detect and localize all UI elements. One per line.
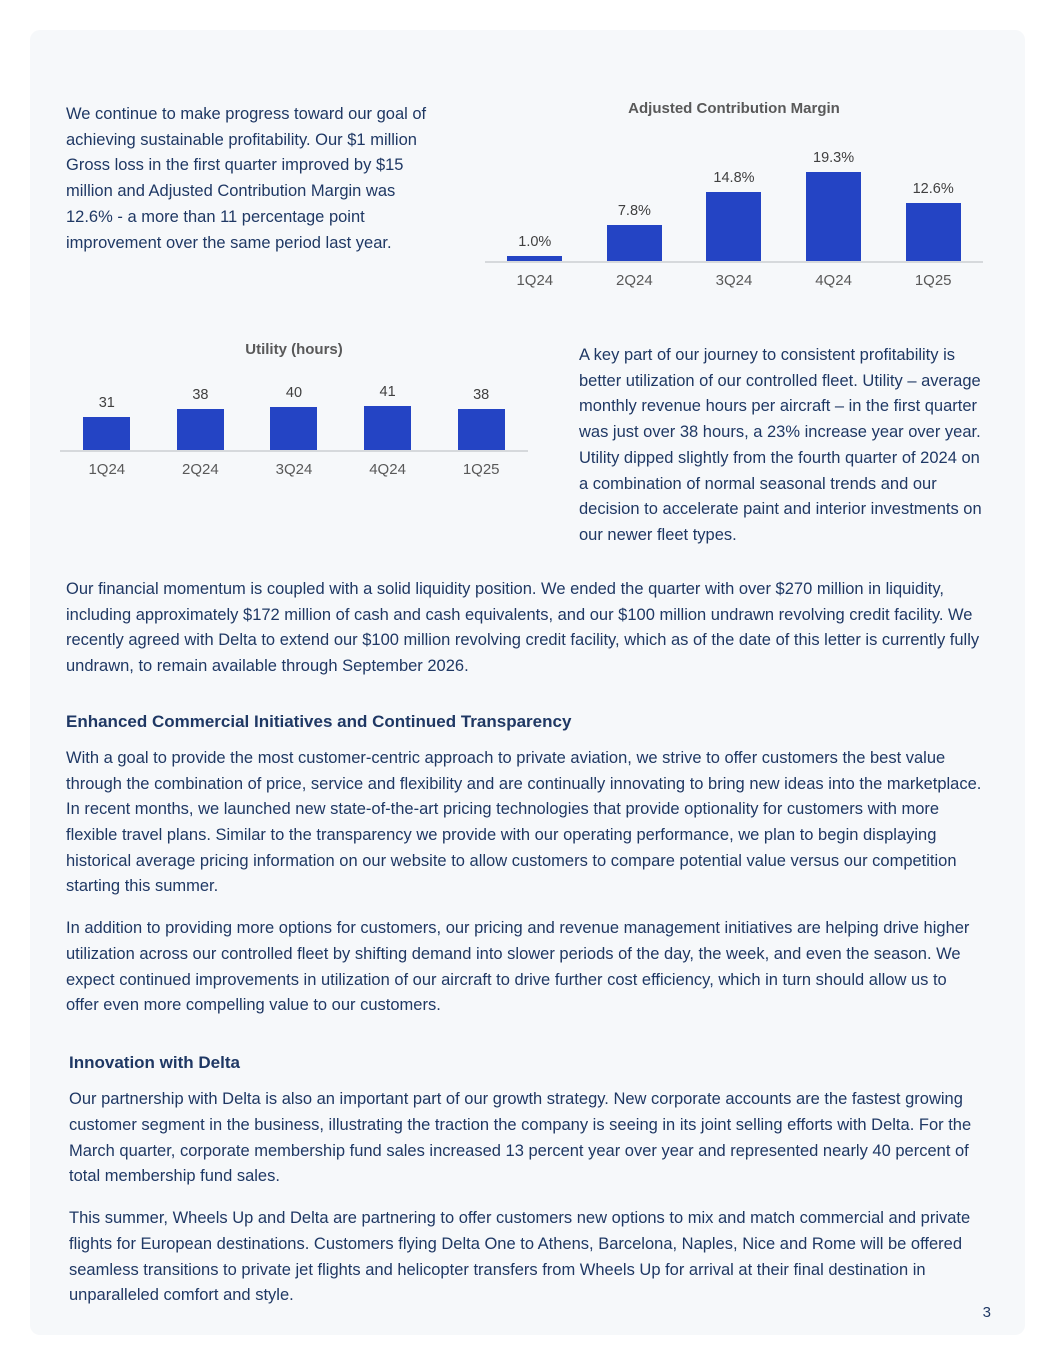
chart-title: Adjusted Contribution Margin <box>628 100 840 117</box>
chart-x-axis: 1Q24 2Q24 3Q24 4Q24 1Q25 <box>60 450 528 478</box>
bar-column: 40 <box>247 376 341 450</box>
section-paragraph: Our partnership with Delta is also an im… <box>69 1090 972 1186</box>
bar-value-label: 38 <box>192 387 209 404</box>
bar <box>83 416 131 450</box>
bar-column: 41 <box>341 376 435 450</box>
x-axis-tick-label: 1Q25 <box>914 272 952 289</box>
bar <box>706 192 762 261</box>
bar-column: 31 <box>60 376 154 450</box>
bar <box>806 171 862 261</box>
section-heading: Enhanced Commercial Initiatives and Cont… <box>66 711 572 731</box>
section-innovation-with-delta: Innovation with Delta Our partnership wi… <box>66 1053 983 1309</box>
letter-page-card: We continue to make progress toward our … <box>30 30 1025 1335</box>
x-axis-tick-label: 4Q24 <box>369 461 406 478</box>
bar-value-label: 19.3% <box>813 149 855 166</box>
bar-value-label: 31 <box>98 394 115 411</box>
section-paragraph: With a goal to provide the most customer… <box>66 748 982 896</box>
mid-row: Utility (hours) 31 38 40 41 38 1Q24 2Q24 3Q24 4… <box>60 341 983 549</box>
x-axis-tick-label: 4Q24 <box>815 272 852 289</box>
section-paragraph: In addition to providing more options fo… <box>66 919 970 1015</box>
bar-column: 1.0% <box>485 133 585 261</box>
bar-value-label: 41 <box>379 384 396 401</box>
bar <box>176 409 224 450</box>
bar-column: 19.3% <box>784 133 884 261</box>
bar <box>457 409 505 450</box>
page-number: 3 <box>982 1304 991 1321</box>
bar <box>507 256 563 261</box>
bar-column: 38 <box>434 376 528 450</box>
bar-column: 7.8% <box>585 133 685 261</box>
adjusted-contribution-margin-chart: Adjusted Contribution Margin 1.0% 7.8% 14.… <box>485 100 983 289</box>
bar-value-label: 1.0% <box>518 234 552 251</box>
bar-value-label: 14.8% <box>713 170 755 187</box>
bar-value-label: 40 <box>285 385 303 402</box>
bar-value-label: 38 <box>473 387 490 404</box>
x-axis-tick-label: 2Q24 <box>182 461 219 478</box>
chart-plot-area: 1.0% 7.8% 14.8% 19.3% 12.6% <box>485 133 983 261</box>
chart-plot-area: 31 38 40 41 38 <box>60 376 528 450</box>
liquidity-paragraph: Our financial momentum is coupled with a… <box>66 579 980 676</box>
x-axis-tick-label: 1Q24 <box>88 461 126 478</box>
chart-x-axis: 1Q24 2Q24 3Q24 4Q24 1Q25 <box>485 261 983 289</box>
bar-column: 12.6% <box>883 133 983 261</box>
bar-column: 14.8% <box>684 133 784 261</box>
section-heading: Innovation with Delta <box>69 1053 240 1073</box>
x-axis-tick-label: 1Q24 <box>516 272 554 289</box>
top-row: We continue to make progress toward our … <box>66 98 983 289</box>
x-axis-tick-label: 2Q24 <box>616 272 653 289</box>
x-axis-tick-label: 3Q24 <box>275 461 313 478</box>
bar-value-label: 12.6% <box>912 180 954 197</box>
intro-paragraph: We continue to make progress toward our … <box>66 105 427 252</box>
bar <box>270 407 318 450</box>
utility-paragraph: A key part of our journey to consistent … <box>579 346 982 545</box>
bar-column: 38 <box>154 376 248 450</box>
chart-title: Utility (hours) <box>245 341 343 358</box>
x-axis-tick-label: 3Q24 <box>715 272 753 289</box>
section-paragraph: This summer, Wheels Up and Delta are par… <box>69 1209 971 1305</box>
bar <box>606 224 662 261</box>
x-axis-tick-label: 1Q25 <box>462 461 500 478</box>
utility-hours-chart: Utility (hours) 31 38 40 41 38 1Q24 2Q24 3Q24 4… <box>60 341 528 478</box>
bar <box>364 406 412 450</box>
section-commercial-initiatives: Enhanced Commercial Initiatives and Cont… <box>66 712 983 1019</box>
bar <box>905 202 961 261</box>
bar-value-label: 7.8% <box>617 202 651 219</box>
